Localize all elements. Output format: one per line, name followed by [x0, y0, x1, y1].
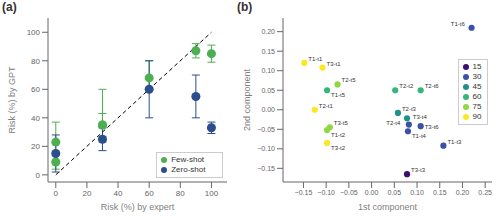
svg-text:0.20: 0.20	[261, 28, 275, 35]
html-text:75: 75	[472, 102, 482, 111]
svg-text:T3-t6: T3-t6	[425, 124, 440, 130]
svg-text:80: 80	[176, 189, 185, 198]
svg-text:−0.15: −0.15	[295, 189, 313, 196]
html-text:(b): (b)	[237, 0, 253, 14]
html-text:Few-shot: Few-shot	[171, 155, 205, 164]
svg-text:0.15: 0.15	[261, 48, 275, 55]
svg-text:Risk (%) by GPT: Risk (%) by GPT	[8, 66, 17, 134]
svg-text:T3-t4: T3-t4	[413, 114, 428, 120]
svg-text:T1-t5: T1-t5	[331, 92, 346, 98]
svg-text:T1-t1: T1-t1	[308, 56, 323, 62]
svg-text:Risk (%) by expert: Risk (%) by expert	[101, 202, 175, 212]
svg-text:0.00: 0.00	[261, 106, 275, 113]
svg-text:100: 100	[205, 189, 219, 198]
svg-text:0.05: 0.05	[388, 189, 402, 196]
svg-text:T3-t1: T3-t1	[327, 61, 342, 67]
svg-text:T1-t3: T1-t3	[447, 139, 462, 145]
svg-text:0.25: 0.25	[478, 189, 492, 196]
svg-text:−0.05: −0.05	[257, 126, 275, 133]
svg-text:T2-t6: T2-t6	[425, 83, 440, 89]
svg-text:−0.15: −0.15	[257, 165, 275, 172]
svg-text:0.05: 0.05	[261, 87, 275, 94]
svg-text:60: 60	[31, 85, 40, 94]
svg-text:2nd component: 2nd component	[242, 68, 252, 131]
svg-text:0.15: 0.15	[433, 189, 447, 196]
svg-text:T1-t6: T1-t6	[451, 21, 466, 27]
svg-text:20: 20	[82, 189, 91, 198]
svg-text:60: 60	[145, 189, 154, 198]
html-text:(a): (a)	[2, 0, 17, 14]
html-text:45: 45	[472, 82, 482, 91]
svg-text:−0.10: −0.10	[257, 145, 275, 152]
svg-text:40: 40	[31, 114, 40, 123]
svg-text:0.20: 0.20	[456, 189, 470, 196]
svg-text:T1-t4: T1-t4	[412, 133, 427, 139]
svg-text:T1-t2: T1-t2	[331, 132, 346, 138]
svg-text:20: 20	[31, 142, 40, 151]
svg-text:T2-t3: T2-t3	[402, 106, 417, 112]
html-text:Zero-shot: Zero-shot	[171, 165, 206, 174]
html-text:90: 90	[472, 112, 482, 121]
svg-text:1st component: 1st component	[358, 202, 418, 212]
svg-text:−0.05: −0.05	[340, 189, 358, 196]
svg-text:T2-t1: T2-t1	[319, 103, 334, 109]
svg-text:0.00: 0.00	[365, 189, 379, 196]
svg-text:40: 40	[114, 189, 123, 198]
svg-text:T3-t3: T3-t3	[411, 167, 426, 173]
svg-text:0.10: 0.10	[261, 67, 275, 74]
svg-text:0: 0	[54, 189, 59, 198]
svg-text:0.10: 0.10	[410, 189, 424, 196]
svg-text:T2-t2: T2-t2	[399, 83, 414, 89]
svg-text:T2-t4: T2-t4	[386, 120, 401, 126]
html-text:15: 15	[472, 62, 482, 71]
html-text:60: 60	[472, 92, 482, 101]
html-text:30: 30	[472, 72, 482, 81]
svg-text:T2-t5: T2-t5	[342, 77, 357, 83]
svg-text:−0.10: −0.10	[317, 189, 335, 196]
svg-text:80: 80	[31, 57, 40, 66]
svg-text:T3-t2: T3-t2	[331, 145, 346, 151]
svg-text:0: 0	[36, 171, 41, 180]
svg-text:100: 100	[27, 28, 41, 37]
svg-text:T3-t5: T3-t5	[334, 120, 349, 126]
